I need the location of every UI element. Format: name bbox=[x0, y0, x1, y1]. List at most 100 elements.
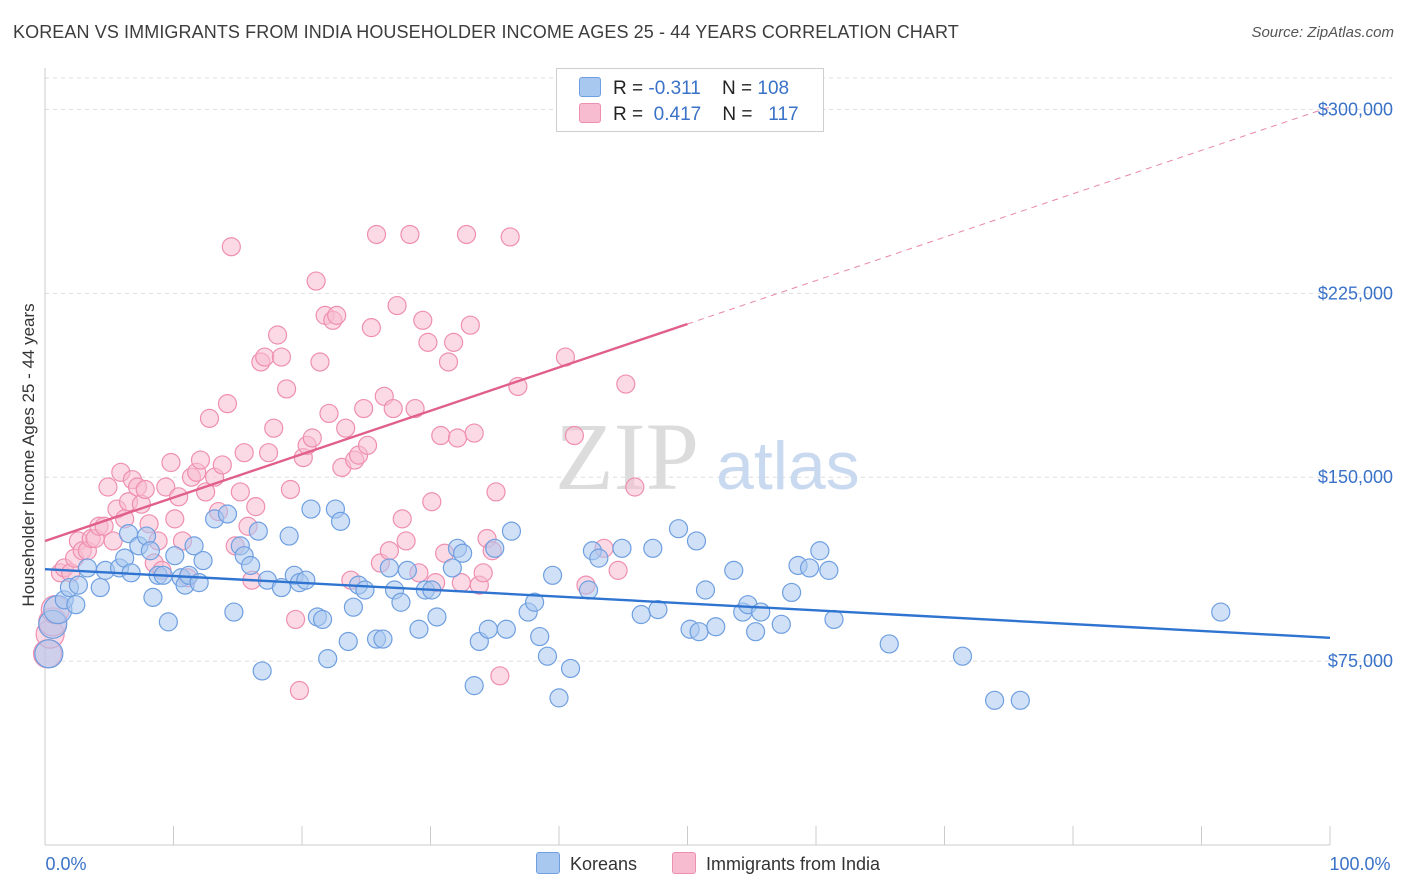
india-point bbox=[400, 224, 420, 245]
india-point bbox=[464, 423, 484, 443]
india-point bbox=[221, 237, 241, 257]
india-point bbox=[161, 452, 181, 473]
legend-item-koreans: Koreans bbox=[536, 852, 637, 875]
korean-point bbox=[799, 558, 820, 578]
india-point bbox=[396, 531, 416, 551]
korean-point bbox=[296, 570, 316, 590]
india-trend-line bbox=[44, 322, 688, 543]
legend-swatch-korean bbox=[536, 852, 560, 874]
stats-row-india: R = 0.417 N = 117 bbox=[579, 103, 799, 127]
korean-r-label: R = bbox=[613, 78, 644, 99]
india-point bbox=[616, 374, 636, 394]
india-point bbox=[366, 224, 387, 245]
india-r-label: R = bbox=[613, 104, 644, 125]
korean-point bbox=[90, 577, 110, 598]
korean-point bbox=[248, 521, 268, 541]
watermark-atlas: atlas bbox=[716, 428, 860, 504]
india-point bbox=[473, 563, 493, 583]
india-point bbox=[354, 398, 374, 419]
korean-point bbox=[496, 619, 516, 639]
india-point bbox=[234, 443, 254, 463]
korean-r-value: -0.311 bbox=[648, 78, 701, 99]
korean-n-label: N = bbox=[721, 78, 753, 99]
chart-title: KOREAN VS IMMIGRANTS FROM INDIA HOUSEHOL… bbox=[13, 22, 959, 42]
india-point bbox=[456, 224, 477, 245]
korean-point bbox=[549, 688, 569, 708]
india-point bbox=[447, 428, 468, 448]
legend-item-india: Immigrants from India bbox=[672, 852, 880, 875]
korean-point bbox=[312, 609, 333, 630]
korean-point bbox=[301, 499, 321, 519]
india-point bbox=[246, 497, 266, 517]
india-point bbox=[418, 332, 438, 352]
legend-label-korean: Koreans bbox=[570, 854, 638, 874]
korean-point bbox=[241, 555, 261, 576]
korean-point bbox=[686, 531, 707, 551]
india-point bbox=[217, 394, 238, 414]
y-tick-labels: $75,000 $150,000 $225,000 $300,000 bbox=[1318, 99, 1393, 671]
axes bbox=[44, 68, 1331, 846]
korean-point bbox=[252, 661, 272, 681]
india-point bbox=[608, 560, 628, 580]
korean-point bbox=[589, 548, 609, 568]
korean-point bbox=[771, 614, 791, 634]
india-point bbox=[98, 477, 118, 497]
korean-point bbox=[985, 690, 1005, 710]
korean-point bbox=[1211, 602, 1231, 622]
korean-point bbox=[140, 541, 160, 561]
korean-point bbox=[751, 602, 771, 622]
korean-point bbox=[1010, 690, 1030, 710]
korean-point bbox=[224, 602, 244, 622]
india-point bbox=[310, 352, 330, 372]
stats-row-korean: R = -0.311 N = 108 bbox=[579, 77, 789, 101]
trend-lines bbox=[44, 106, 1331, 640]
korean-point bbox=[643, 538, 663, 558]
india-point bbox=[383, 398, 403, 419]
korean-point bbox=[409, 619, 429, 639]
india-point bbox=[460, 315, 480, 335]
india-point bbox=[413, 310, 433, 330]
watermark: ZIP atlas bbox=[555, 403, 860, 510]
india-n-label: N = bbox=[722, 104, 753, 125]
korean-swatch bbox=[579, 77, 601, 97]
india-point bbox=[387, 295, 407, 316]
source-note: Source: ZipAtlas.com bbox=[1251, 24, 1394, 41]
korean-n-value: 108 bbox=[757, 78, 790, 99]
y-axis-label: Householder Income Ages 25 - 44 years bbox=[19, 303, 38, 606]
india-point bbox=[199, 408, 220, 428]
india-point bbox=[230, 482, 250, 502]
y-tick-label: $300,000 bbox=[1318, 99, 1393, 119]
korean-point bbox=[184, 536, 204, 556]
india-point bbox=[258, 443, 279, 463]
india-point bbox=[271, 347, 292, 367]
legend-swatch-india bbox=[672, 852, 696, 874]
korean-point bbox=[746, 622, 766, 642]
y-tick-label: $75,000 bbox=[1328, 651, 1393, 671]
india-point bbox=[165, 509, 185, 529]
india-point bbox=[486, 482, 506, 502]
india-n-value: 117 bbox=[768, 104, 799, 125]
india-trend-projection bbox=[687, 106, 1331, 325]
korean-point bbox=[373, 629, 393, 649]
korean-point bbox=[464, 676, 484, 696]
korean-point bbox=[77, 558, 98, 578]
korean-point bbox=[560, 658, 581, 679]
korean-point bbox=[695, 580, 716, 600]
korean-point bbox=[158, 612, 178, 632]
india-point bbox=[302, 428, 322, 448]
korean-point bbox=[879, 634, 899, 654]
korean-points bbox=[34, 499, 1231, 710]
india-point bbox=[319, 403, 339, 424]
india-point bbox=[289, 680, 310, 701]
india-point bbox=[264, 418, 284, 438]
korean-point bbox=[485, 538, 505, 558]
india-point bbox=[500, 227, 520, 247]
korean-point bbox=[501, 521, 522, 541]
korean-point bbox=[318, 649, 338, 669]
korean-point bbox=[193, 550, 213, 571]
korean-point bbox=[706, 617, 726, 637]
korean-point bbox=[34, 639, 64, 669]
korean-point bbox=[648, 600, 668, 620]
india-point bbox=[156, 477, 176, 497]
